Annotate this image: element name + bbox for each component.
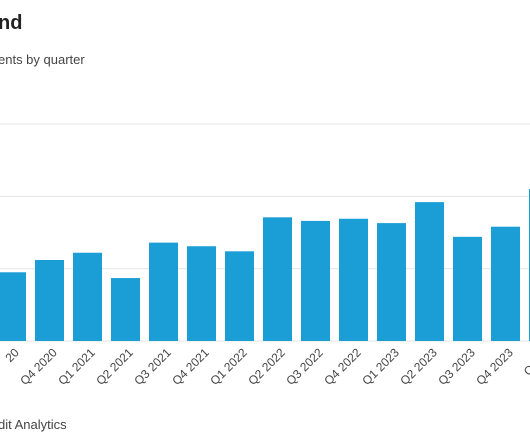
x-tick-label: Q1 20 bbox=[521, 345, 530, 378]
source-note: dit Analytics bbox=[0, 417, 67, 432]
bar bbox=[339, 218, 368, 341]
bar bbox=[111, 278, 140, 341]
x-tick-label: Q3 2023 bbox=[435, 345, 478, 388]
x-tick-label: Q4 2020 bbox=[17, 345, 60, 388]
bar bbox=[35, 259, 64, 341]
x-tick-label: Q2 2022 bbox=[245, 345, 288, 388]
x-tick-label: Q4 2023 bbox=[473, 345, 516, 388]
x-tick-label: Q1 2021 bbox=[55, 345, 98, 388]
bar bbox=[453, 236, 482, 341]
bar bbox=[225, 251, 254, 341]
x-tick-label: Q2 2021 bbox=[93, 345, 136, 388]
x-tick-label: 20 bbox=[3, 345, 23, 365]
bar bbox=[187, 246, 216, 341]
x-tick-label: Q1 2022 bbox=[207, 345, 250, 388]
x-tick-label: Q1 2023 bbox=[359, 345, 402, 388]
x-tick-label: Q3 2022 bbox=[283, 345, 326, 388]
chart-title: nd bbox=[0, 12, 22, 34]
bar bbox=[491, 226, 520, 341]
bar bbox=[301, 220, 330, 341]
bar bbox=[415, 202, 444, 341]
x-tick-label: Q3 2021 bbox=[131, 345, 174, 388]
bar bbox=[149, 242, 178, 341]
bar bbox=[377, 223, 406, 341]
x-tick-label: Q4 2022 bbox=[321, 345, 364, 388]
bar bbox=[263, 217, 292, 341]
x-tick-label: Q2 2023 bbox=[397, 345, 440, 388]
bar bbox=[0, 272, 26, 341]
chart-subtitle: ents by quarter bbox=[0, 52, 85, 67]
x-tick-label: Q4 2021 bbox=[169, 345, 212, 388]
bar bbox=[73, 252, 102, 341]
